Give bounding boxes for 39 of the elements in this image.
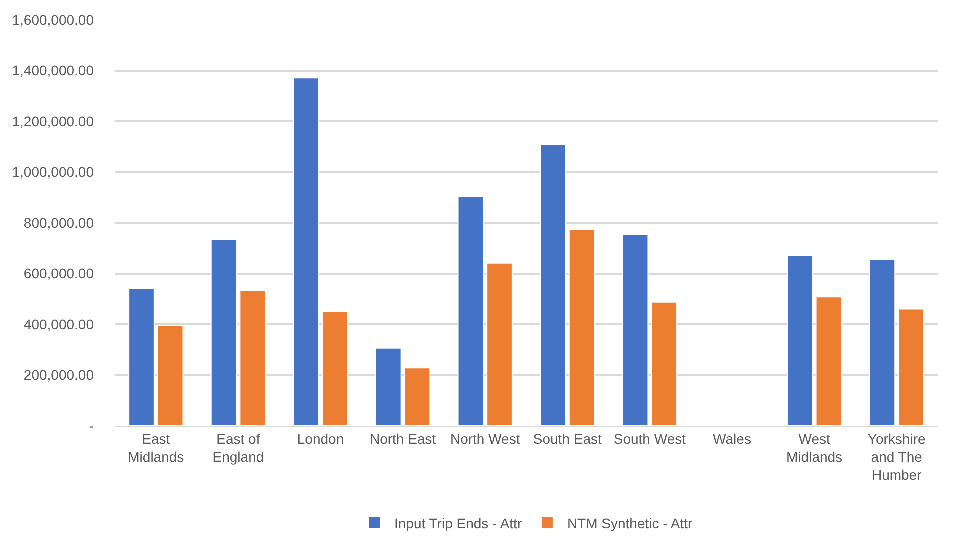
bar xyxy=(898,308,924,426)
y-tick-label: 1,600,000.00 xyxy=(12,12,94,28)
bar xyxy=(293,78,320,426)
bar xyxy=(816,296,842,426)
bar xyxy=(458,196,484,426)
bar xyxy=(240,290,266,426)
bar xyxy=(128,288,155,426)
x-tick-label: London xyxy=(297,430,344,447)
x-tick-label: North East xyxy=(370,430,436,447)
y-tick-label: 800,000.00 xyxy=(24,214,94,231)
bar xyxy=(404,368,431,426)
legend-label: NTM Synthetic - Attr xyxy=(567,515,694,532)
bar xyxy=(568,229,596,426)
bar xyxy=(622,234,649,426)
x-tick-label: West Midlands xyxy=(786,430,843,465)
x-tick-label: East Midlands xyxy=(128,430,184,465)
y-tick-label: 1,200,000.00 xyxy=(12,113,94,130)
x-tick-label: South East xyxy=(533,430,602,447)
y-tick-label: - xyxy=(89,418,94,434)
x-tick-label: Wales xyxy=(713,430,752,447)
y-tick-label: 1,400,000.00 xyxy=(12,62,94,79)
legend-label: Input Trip Ends - Attr xyxy=(394,515,522,532)
bar xyxy=(375,348,402,426)
bar xyxy=(322,311,348,426)
bar xyxy=(869,259,896,426)
x-tick-label: South West xyxy=(614,430,686,447)
bar xyxy=(786,255,814,426)
y-tick-label: 600,000.00 xyxy=(24,266,94,282)
y-tick-label: 1,000,000.00 xyxy=(12,164,94,180)
bar xyxy=(210,240,238,426)
bar xyxy=(486,262,513,426)
x-tick-label: Yorkshire and The Humber xyxy=(868,430,926,484)
bar xyxy=(157,325,184,426)
x-tick-label: East of England xyxy=(212,430,264,465)
bar xyxy=(651,302,678,426)
bar xyxy=(540,144,566,426)
y-tick-label: 400,000.00 xyxy=(24,316,94,332)
x-tick-label: North West xyxy=(450,430,520,447)
y-tick-label: 200,000.00 xyxy=(24,367,94,384)
